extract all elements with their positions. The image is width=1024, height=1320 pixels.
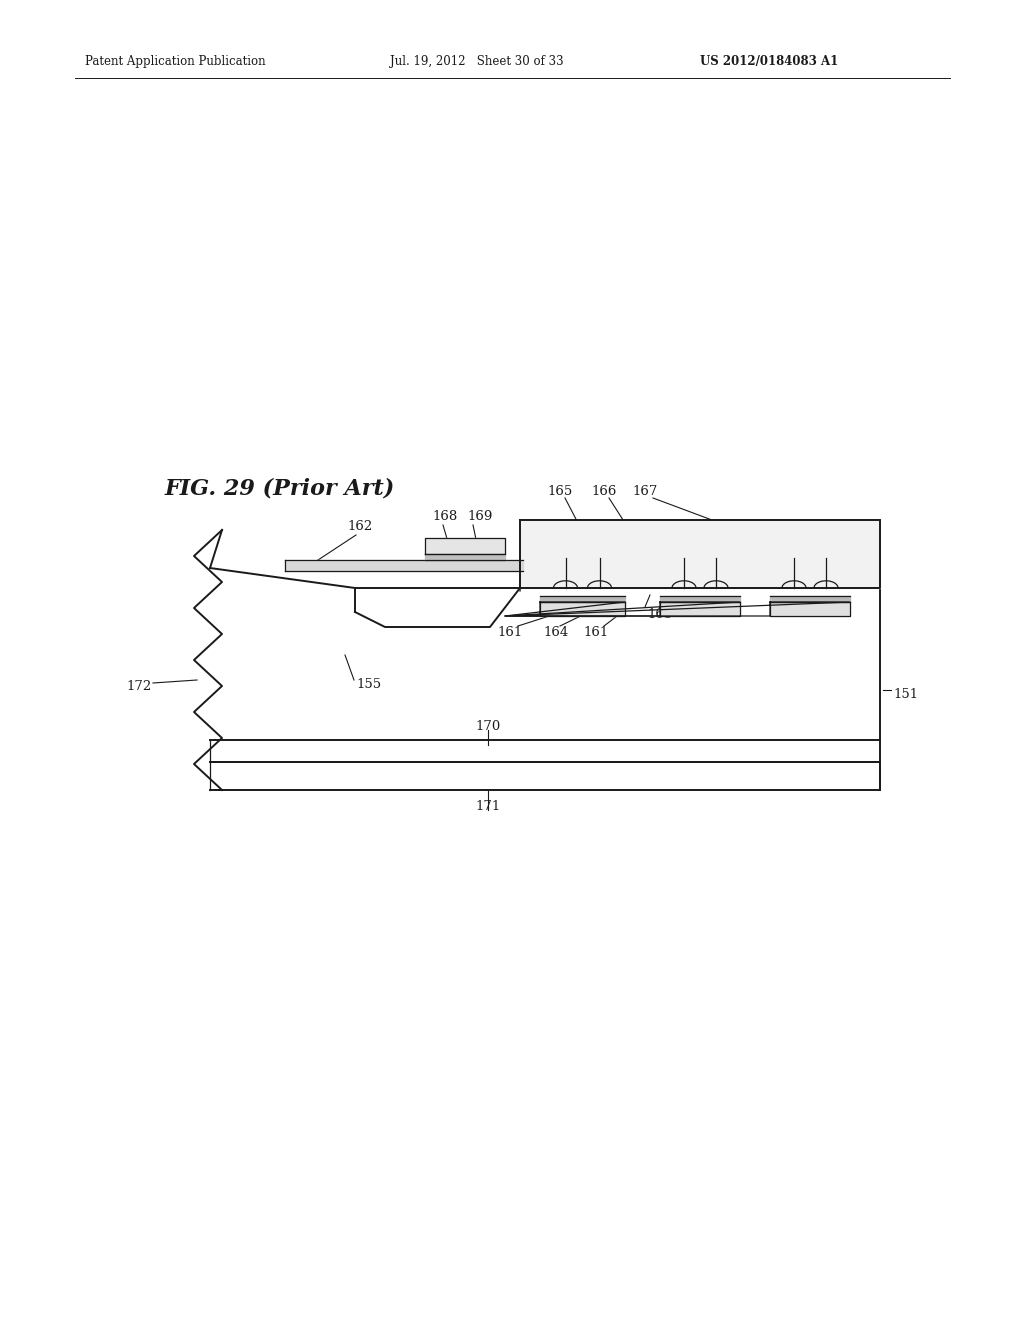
- Text: 171: 171: [475, 800, 501, 813]
- Polygon shape: [425, 539, 505, 554]
- Text: Patent Application Publication: Patent Application Publication: [85, 55, 265, 69]
- Text: 166: 166: [591, 484, 616, 498]
- Text: 162: 162: [347, 520, 373, 532]
- Polygon shape: [770, 597, 850, 602]
- Polygon shape: [660, 602, 740, 616]
- Text: FIG. 29 (Prior Art): FIG. 29 (Prior Art): [165, 478, 395, 500]
- Text: 165: 165: [548, 484, 572, 498]
- Text: 161: 161: [498, 626, 522, 639]
- Text: 170: 170: [475, 719, 501, 733]
- Text: US 2012/0184083 A1: US 2012/0184083 A1: [700, 55, 839, 69]
- Polygon shape: [425, 554, 505, 560]
- Text: 172: 172: [127, 680, 152, 693]
- Polygon shape: [285, 560, 523, 572]
- Text: 151: 151: [893, 689, 919, 701]
- Text: 169: 169: [467, 511, 493, 524]
- Text: 168: 168: [432, 511, 458, 524]
- Polygon shape: [770, 602, 850, 616]
- Polygon shape: [520, 520, 880, 587]
- Polygon shape: [660, 597, 740, 602]
- Text: 155: 155: [356, 678, 381, 692]
- Polygon shape: [540, 602, 625, 616]
- Polygon shape: [540, 597, 625, 602]
- Text: 161: 161: [584, 626, 608, 639]
- Text: 164: 164: [544, 626, 568, 639]
- Text: 163: 163: [647, 607, 673, 620]
- Text: Jul. 19, 2012   Sheet 30 of 33: Jul. 19, 2012 Sheet 30 of 33: [390, 55, 563, 69]
- Text: 167: 167: [632, 484, 657, 498]
